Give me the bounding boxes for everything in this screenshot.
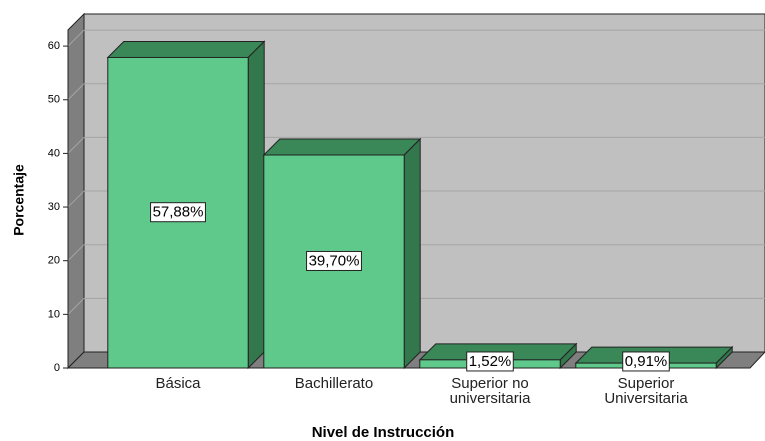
value-label-box bbox=[466, 351, 514, 372]
y-axis-label: Porcentaje bbox=[11, 164, 27, 236]
value-label: 39,70% bbox=[309, 252, 360, 269]
y-tick-label: 40 bbox=[48, 147, 60, 159]
y-tick-label: 20 bbox=[48, 255, 60, 267]
x-tick-label: Superior no universitaria bbox=[449, 375, 531, 407]
bar-side bbox=[403, 137, 421, 370]
x-tick-label: Básica bbox=[155, 375, 201, 392]
y-tick-label: 60 bbox=[48, 40, 60, 52]
y-tick-label: 0 bbox=[54, 362, 60, 374]
value-label: 57,88% bbox=[153, 204, 204, 221]
value-label-box bbox=[306, 250, 362, 271]
grid-line bbox=[67, 29, 85, 47]
value-label-box bbox=[622, 351, 670, 372]
bar-side bbox=[247, 40, 265, 370]
grid-line bbox=[67, 83, 85, 101]
grid-line bbox=[67, 137, 85, 154]
bar-top bbox=[106, 40, 266, 58]
grid-line bbox=[67, 297, 85, 315]
grid-line bbox=[67, 190, 85, 208]
x-tick-label: Bachillerato bbox=[294, 375, 374, 392]
side-wall bbox=[67, 12, 85, 370]
y-tick-label: 10 bbox=[48, 308, 60, 320]
value-label: 0,91% bbox=[625, 353, 668, 370]
value-label: 1,52% bbox=[469, 353, 512, 370]
bar-top bbox=[262, 138, 422, 156]
grid-line bbox=[67, 244, 85, 262]
value-label-box bbox=[150, 202, 206, 223]
x-axis-label: Nivel de Instrucción bbox=[312, 424, 455, 441]
y-tick-label: 30 bbox=[48, 201, 60, 213]
y-tick-label: 50 bbox=[48, 94, 60, 106]
x-tick-label: Superior Universitaria bbox=[604, 375, 688, 407]
